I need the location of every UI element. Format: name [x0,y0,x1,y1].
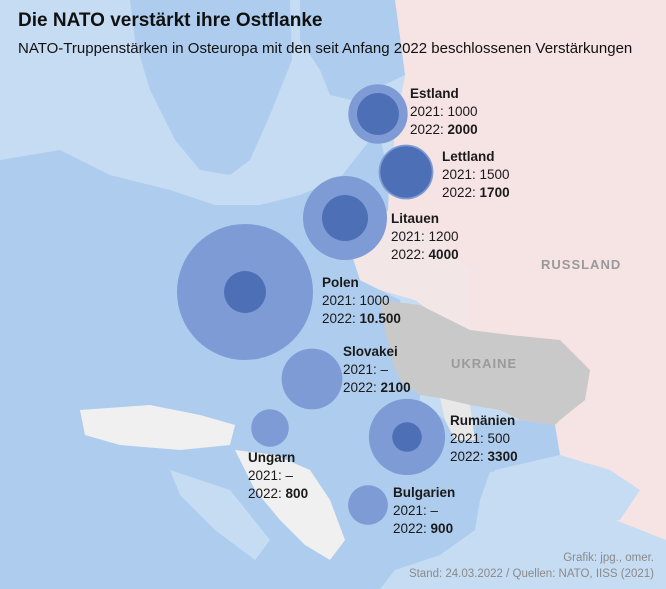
bubble-2022-ungarn [251,409,289,447]
label-rumaenien: Rumänien 2021: 500 2022: 3300 [450,412,518,466]
country-name: Estland [410,86,459,101]
label-bulgarien: Bulgarien 2021: – 2022: 900 [393,484,455,538]
country-name: Slovakei [343,344,398,359]
value-2022: 3300 [487,449,518,464]
black-sea [490,455,640,525]
map-label-ukraine: UKRAINE [451,356,518,371]
bubble-2021-estland [357,93,399,135]
page-title: Die NATO verstärkt ihre Ostflanke [18,10,323,31]
label-polen: Polen 2021: 1000 2022: 10.500 [322,274,401,328]
label-slovakei: Slovakei 2021: – 2022: 2100 [343,343,411,397]
country-name: Bulgarien [393,485,456,500]
country-name: Ungarn [248,450,296,465]
bubble-2021-rumnien [392,422,422,452]
prefix-2022: 2022: [343,380,381,395]
prefix-2022: 2022: [391,247,429,262]
country-name: Litauen [391,211,440,226]
bubble-2021-lettland [380,146,432,198]
value-2022: 4000 [428,247,459,262]
ukraine-region [380,300,590,425]
page-subtitle: NATO-Truppenstärken in Osteuropa mit den… [18,40,633,57]
map-label-russia: RUSSLAND [541,257,622,272]
value-2021: 2021: – [343,362,389,377]
bubble-2021-polen [224,271,266,313]
value-2022: 1700 [479,185,510,200]
bubble-2021-litauen [322,195,368,241]
bubble-2022-slovakei [281,348,343,410]
scandinavia [130,0,292,175]
balkans-region [235,450,345,560]
nato-land-north [300,0,405,100]
value-2021: 2021: – [248,468,294,483]
prefix-2022: 2022: [450,449,488,464]
russia-region [352,0,666,540]
prefix-2022: 2022: [248,486,286,501]
value-2021: 2021: 500 [450,431,511,446]
credit-sources: Stand: 24.03.2022 / Quellen: NATO, IISS … [408,568,654,580]
value-2022: 2000 [447,122,478,137]
value-2022: 900 [430,521,454,536]
belarus-region [352,210,470,330]
value-2022: 10.500 [359,311,401,326]
country-name: Polen [322,275,359,290]
prefix-2022: 2022: [322,311,360,326]
label-litauen: Litauen 2021: 1200 2022: 4000 [391,210,459,264]
country-name: Lettland [442,149,495,164]
country-name: Rumänien [450,413,516,428]
bubble-2022-bulgarien [348,485,388,525]
value-2021: 2021: 1200 [391,229,459,244]
value-2022: 800 [285,486,309,501]
moldova-region [440,398,475,440]
value-2021: 2021: 1000 [322,293,390,308]
label-ungarn: Ungarn 2021: – 2022: 800 [248,449,308,503]
credit-graphic: Grafik: jpg., omer. [563,552,654,564]
alpine-region [80,405,235,450]
adriatic-sea [170,470,270,560]
prefix-2022: 2022: [442,185,480,200]
label-estland: Estland 2021: 1000 2022: 2000 [410,85,478,139]
value-2021: 2021: 1000 [410,104,478,119]
value-2021: 2021: 1500 [442,167,510,182]
value-2021: 2021: – [393,503,439,518]
nato-land-main [0,130,560,589]
label-lettland: Lettland 2021: 1500 2022: 1700 [442,148,510,202]
value-2022: 2100 [380,380,411,395]
prefix-2022: 2022: [410,122,448,137]
prefix-2022: 2022: [393,521,431,536]
troop-bubbles [177,84,446,525]
